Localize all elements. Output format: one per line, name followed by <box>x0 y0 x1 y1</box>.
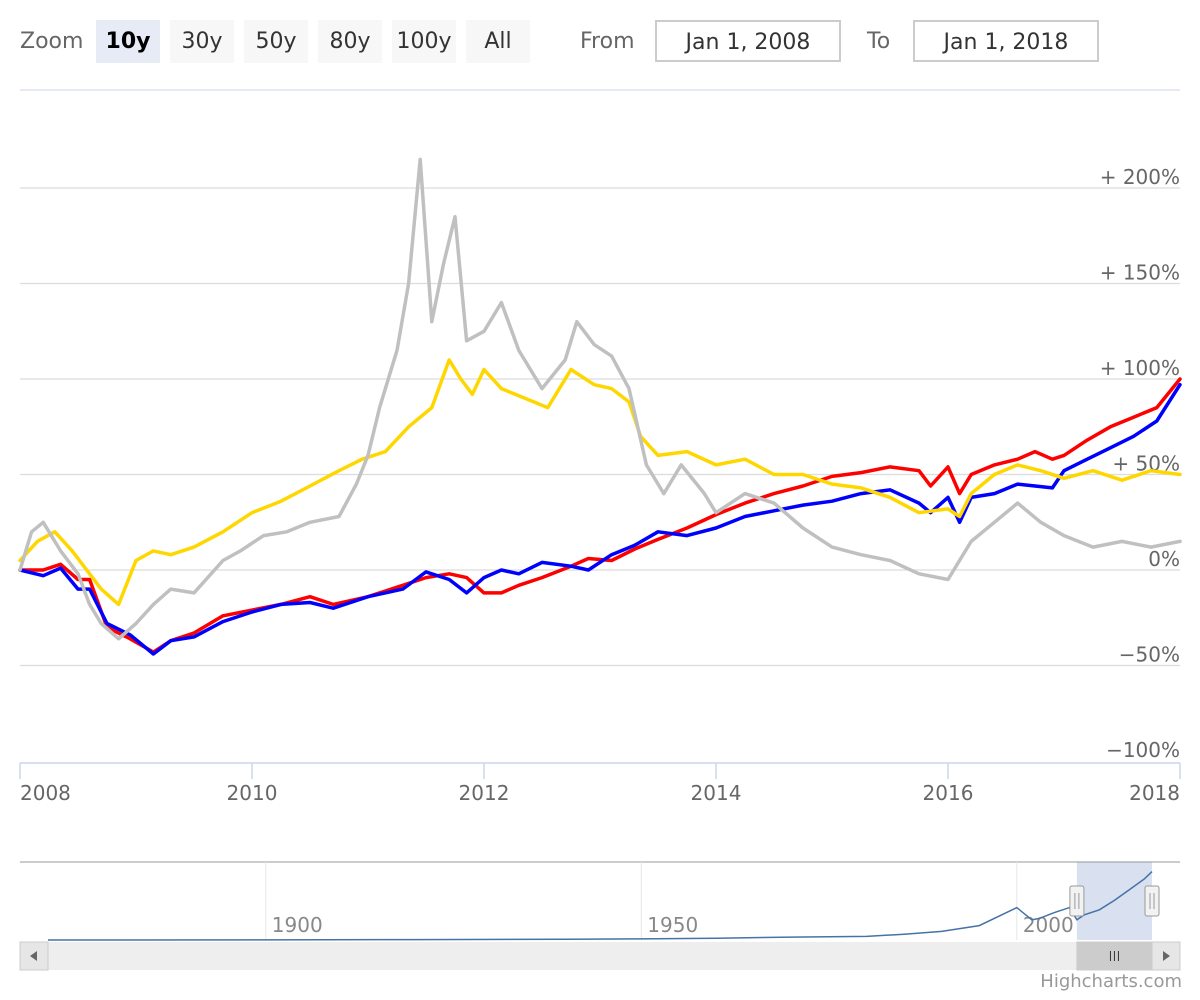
zoom-80y-button[interactable]: 80y <box>318 20 382 63</box>
zoom-30y-button[interactable]: 30y <box>170 20 234 63</box>
y-axis-labels: + 200%+ 150%+ 100%+ 50%0%−50%−100% <box>1100 165 1180 762</box>
to-date-input[interactable]: Jan 1, 2018 <box>913 20 1099 62</box>
x-tick-label: 2018 <box>1129 781 1180 805</box>
x-axis: 2008 2010 2012 2014 2016 2018 <box>19 762 1181 805</box>
series-lines <box>18 157 1182 656</box>
x-tick-label: 2008 <box>20 781 71 805</box>
range-selector: Zoom 10y 30y 50y 80y 100y All From Jan 1… <box>0 0 1200 85</box>
y-tick-label: 0% <box>1148 547 1180 571</box>
zoom-100y-button[interactable]: 100y <box>392 20 456 63</box>
navigator-series-line <box>47 871 1153 941</box>
y-tick-label: + 150% <box>1100 261 1180 285</box>
from-label: From <box>580 29 635 54</box>
x-tick-label: 2012 <box>459 781 510 805</box>
x-tick-label: 2010 <box>227 781 278 805</box>
y-tick-label: + 100% <box>1100 356 1180 380</box>
to-label: To <box>867 29 891 54</box>
y-tick-label: + 200% <box>1100 165 1180 189</box>
zoom-label: Zoom <box>20 29 84 54</box>
navigator-right-handle[interactable] <box>1144 885 1160 917</box>
series-line-1[interactable] <box>18 377 1182 654</box>
grid-lines <box>20 89 1180 667</box>
zoom-10y-button[interactable]: 10y <box>96 20 160 63</box>
from-date-input[interactable]: Jan 1, 2008 <box>655 20 841 62</box>
navigator[interactable]: 1900 1950 2000 <box>19 861 1181 971</box>
x-tick-label: 2014 <box>691 781 742 805</box>
y-tick-label: −50% <box>1119 643 1180 667</box>
series-line-4[interactable] <box>18 157 1182 641</box>
navigator-label: 2000 <box>1023 913 1074 937</box>
series-line-2[interactable] <box>18 382 1182 656</box>
y-tick-label: −100% <box>1106 738 1180 762</box>
stock-comparison-chart: + 200%+ 150%+ 100%+ 50%0%−50%−100% 2008 2… <box>18 89 1182 971</box>
highcharts-credits[interactable]: Highcharts.com <box>1040 971 1182 992</box>
navigator-scrollbar-track[interactable] <box>20 942 1180 970</box>
navigator-label: 1950 <box>647 913 698 937</box>
zoom-50y-button[interactable]: 50y <box>244 20 308 63</box>
series-line-3[interactable] <box>18 358 1182 607</box>
navigator-left-handle[interactable] <box>1069 885 1085 917</box>
navigator-label: 1900 <box>272 913 323 937</box>
zoom-all-button[interactable]: All <box>466 20 530 63</box>
x-tick-label: 2016 <box>923 781 974 805</box>
